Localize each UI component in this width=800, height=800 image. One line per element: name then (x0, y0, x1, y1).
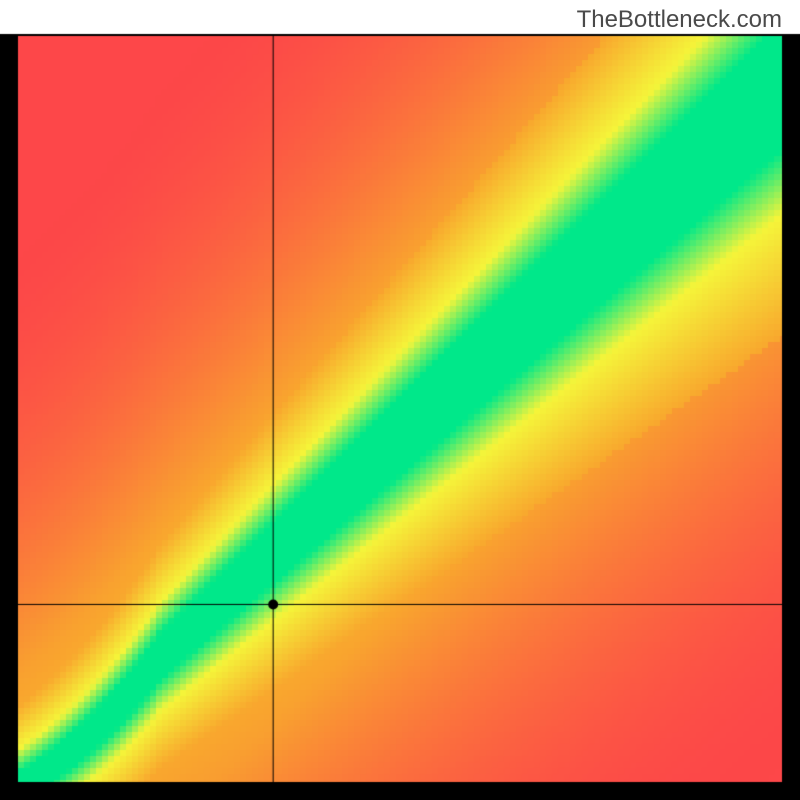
chart-container: TheBottleneck.com (0, 0, 800, 800)
bottleneck-heatmap-canvas (0, 0, 800, 800)
watermark-text: TheBottleneck.com (577, 6, 782, 34)
